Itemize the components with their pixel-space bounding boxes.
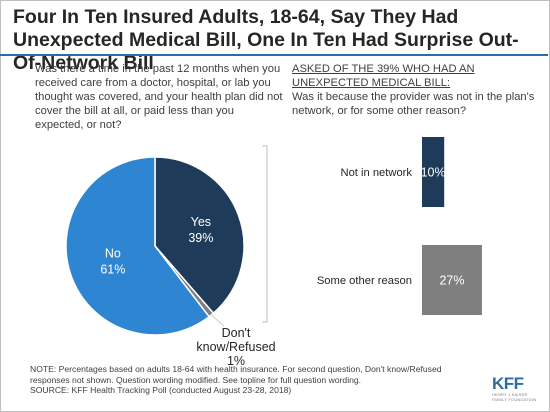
bar-not-in-network xyxy=(422,137,445,207)
question-2-heading: ASKED OF THE 39% WHO HAD AN UNEXPECTED M… xyxy=(292,63,475,89)
bar-category-label: Not in network xyxy=(340,167,412,179)
yes-bracket xyxy=(262,145,268,323)
bar-some-other-reason xyxy=(422,245,482,315)
pie-slice-yes xyxy=(154,156,245,315)
pie-leader-don-t-know-refused xyxy=(210,314,225,327)
pie-slice-no xyxy=(65,156,211,336)
source-line: SOURCE: KFF Health Tracking Poll (conduc… xyxy=(30,385,292,395)
bar-value-label: 10% xyxy=(421,166,446,180)
pie-label-don-t-know-refused: Don't know/Refused xyxy=(196,326,275,354)
kff-logo: KFF HENRY J KAISER FAMILY FOUNDATION xyxy=(492,375,542,405)
bar-category-label: Some other reason xyxy=(317,275,412,287)
footnote: NOTE: Percentages based on adults 18-64 … xyxy=(30,364,470,396)
question-1-text: Was there a time in the past 12 months w… xyxy=(35,63,283,131)
logo-tagline: HENRY J KAISER xyxy=(492,392,528,397)
bar-value-label: 27% xyxy=(439,274,464,288)
pie-chart xyxy=(65,156,245,336)
question-2-text: Was it because the provider was not in t… xyxy=(292,91,535,117)
pie-value-don-t-know-refused: 1% xyxy=(227,354,245,368)
chart-title: Four In Ten Insured Adults, 18-64, Say T… xyxy=(13,6,519,74)
logo-tagline: FAMILY FOUNDATION xyxy=(492,396,537,402)
pie-value-yes: 39% xyxy=(188,231,213,245)
bar-chart: Not in network 10% Some other reason 27% xyxy=(317,137,482,315)
pie-value-no: 61% xyxy=(100,262,125,276)
note-line: NOTE: Percentages based on adults 18-64 … xyxy=(30,364,442,374)
title-divider xyxy=(0,54,548,56)
pie-label-no: No xyxy=(105,246,121,260)
logo-wordmark: KFF xyxy=(492,374,524,393)
note-line: responses not shown. Question wording mo… xyxy=(30,374,362,385)
pie-label-yes: Yes xyxy=(191,215,211,229)
